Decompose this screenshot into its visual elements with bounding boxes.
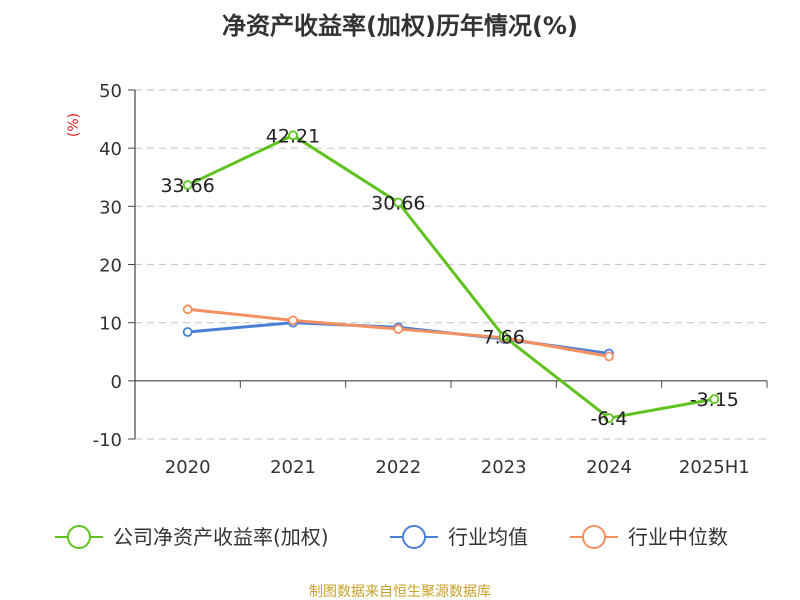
y-tick-label: 40 bbox=[99, 139, 122, 160]
y-tick-label: 20 bbox=[99, 256, 122, 277]
series-point-0 bbox=[498, 331, 509, 342]
data-label: 33.66 bbox=[160, 175, 214, 197]
legend-marker bbox=[402, 525, 426, 549]
series-point-2 bbox=[182, 304, 193, 315]
series-point-2 bbox=[393, 324, 404, 334]
data-label: 7.66 bbox=[483, 326, 525, 348]
y-tick-label: 0 bbox=[111, 372, 122, 393]
data-label: -6.4 bbox=[590, 408, 627, 430]
x-tick-label: 2020 bbox=[165, 457, 211, 478]
series-point-0 bbox=[604, 413, 614, 423]
series-point-1 bbox=[182, 327, 193, 337]
series-point-0 bbox=[288, 130, 298, 141]
grid-lines bbox=[135, 89, 767, 440]
source-note: 制图数据来自恒生聚源数据库 bbox=[309, 584, 491, 600]
legend-marker bbox=[67, 525, 91, 549]
legend-label: 行业均值 bbox=[448, 525, 528, 549]
legend-marker bbox=[582, 525, 606, 549]
series-point-2 bbox=[604, 351, 614, 362]
x-tick-label: 2024 bbox=[586, 457, 632, 478]
legend: 公司净资产收益率(加权) 行业均值 行业中位数 bbox=[55, 525, 728, 549]
series-line-0 bbox=[186, 133, 716, 420]
x-tick-label: 2025H1 bbox=[679, 457, 750, 478]
chart-title: 净资产收益率(加权)历年情况(%) bbox=[222, 12, 578, 40]
series-point-0 bbox=[393, 197, 404, 208]
y-tick-label: -10 bbox=[93, 430, 122, 451]
x-tick-label: 2021 bbox=[270, 457, 316, 478]
series-point-0 bbox=[709, 394, 720, 405]
data-label: 30.66 bbox=[371, 192, 425, 214]
series-point-0 bbox=[182, 180, 193, 190]
y-tick-label: 50 bbox=[99, 81, 122, 102]
x-tick-label: 2023 bbox=[481, 457, 527, 478]
series-lines bbox=[182, 130, 720, 423]
axes: 50 40 30 20 10 0 -10 2020 2021 2022 2023 2024 2025H1 bbox=[93, 81, 768, 478]
y-tick-label: 10 bbox=[99, 314, 122, 335]
legend-label: 行业中位数 bbox=[628, 525, 728, 549]
y-axis-unit: (%) bbox=[66, 113, 82, 137]
data-label: 42.21 bbox=[266, 125, 320, 147]
x-tick-label: 2022 bbox=[375, 457, 421, 478]
legend-label: 公司净资产收益率(加权) bbox=[113, 525, 329, 549]
data-labels: 33.66 42.21 30.66 7.66 -6.4 -3.15 bbox=[160, 125, 738, 430]
data-label: -3.15 bbox=[690, 389, 739, 411]
series-point-2 bbox=[288, 315, 298, 326]
y-tick-label: 30 bbox=[99, 197, 122, 218]
